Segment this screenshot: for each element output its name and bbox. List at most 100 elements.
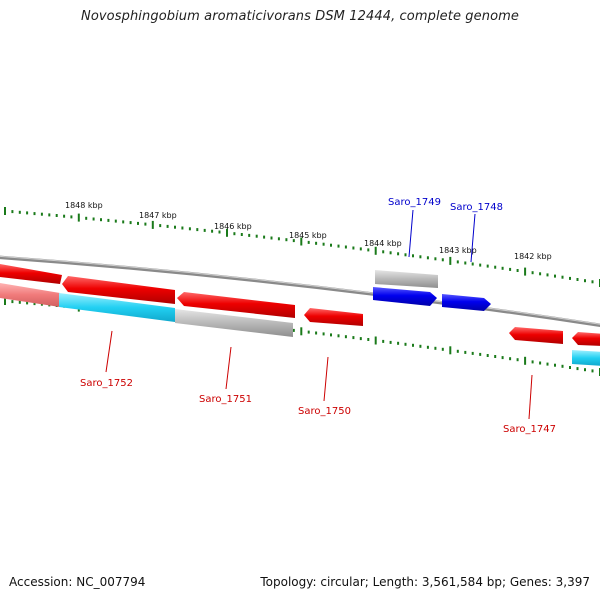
scale-minor-tick [486,264,489,268]
gene-arrow-red[interactable] [304,308,363,326]
scale-minor-tick [144,222,147,226]
scale-minor-tick [337,244,340,248]
scale-minor-tick [322,242,325,246]
scale-label: 1846 kbp [214,222,252,231]
scale-minor-tick [181,226,184,230]
scale-minor-tick [434,257,437,261]
gene-label[interactable]: Saro_1752 [80,378,133,389]
scale-minor-tick [441,258,444,262]
scale-ticks-upper [4,207,600,287]
scale-label: 1843 kbp [439,246,477,255]
leader-line [408,209,414,258]
scale-minor-tick [561,364,564,368]
scale-minor-tick [55,214,58,217]
scale-minor-tick [203,228,206,232]
scale-minor-tick [248,233,251,237]
scale-minor-tick [137,221,139,225]
gene-arrow-red[interactable] [0,264,62,284]
gene-label[interactable]: Saro_1748 [450,202,503,213]
scale-minor-tick [359,247,362,251]
scale-minor-tick [11,300,14,304]
scale-major-tick [374,246,377,255]
scale-minor-tick [569,366,571,369]
scale-minor-tick [367,248,370,252]
scale-minor-tick [554,363,556,367]
scale-minor-tick [211,229,214,233]
scale-minor-tick [471,262,474,266]
scale-minor-tick [501,266,504,270]
scale-minor-tick [330,333,332,337]
scale-minor-tick [456,349,459,353]
scale-label: 1842 kbp [514,252,552,261]
scale-minor-tick [464,261,467,265]
scale-minor-tick [40,212,43,216]
scale-minor-tick [307,240,310,244]
scale-minor-tick [501,356,504,360]
scale-minor-tick [389,340,392,344]
scale-minor-tick [240,233,243,236]
scale-minor-tick [554,274,556,278]
leader-line [470,213,476,263]
scale-minor-tick [122,220,125,224]
scale-minor-tick [330,243,332,247]
scale-major-tick [226,228,228,237]
scale-major-tick [300,237,303,246]
scale-minor-tick [412,254,414,258]
genome-summary-text: Topology: circular; Length: 3,561,584 bp… [260,575,590,589]
scale-minor-tick [576,278,579,281]
scale-minor-tick [382,339,385,343]
scale-minor-tick [516,358,519,362]
scale-minor-tick [576,367,579,371]
scale-minor-tick [307,330,310,334]
scale-minor-tick [516,269,519,272]
gene-label[interactable]: Saro_1750 [298,406,351,417]
scale-minor-tick [11,210,14,214]
scale-minor-tick [174,225,176,229]
scale-minor-tick [100,218,102,222]
scale-minor-tick [18,210,21,214]
scale-minor-tick [107,218,110,222]
scale-minor-tick [33,302,36,306]
scale-minor-tick [48,213,51,217]
scale-minor-tick [344,245,347,249]
leader-line [528,374,533,420]
scale-label: 1845 kbp [289,231,327,240]
gene-arrow-cyan[interactable] [59,293,175,322]
gene-arrow-red[interactable] [62,276,175,304]
gene-arrow-blue[interactable] [442,294,491,311]
scale-minor-tick [539,361,542,365]
scale-minor-tick [344,335,347,339]
gene-arrow-cyan[interactable] [572,350,600,366]
scale-minor-tick [263,235,266,239]
scale-label: 1844 kbp [364,239,402,248]
scale-minor-tick [196,228,199,232]
scale-major-tick [77,213,80,222]
scale-minor-tick [479,352,482,356]
gene-arrow-blue[interactable] [373,287,437,306]
scale-minor-tick [426,345,429,349]
genome-backbone-highlight [0,255,600,325]
gene-arrow-red[interactable] [177,292,295,318]
scale-minor-tick [26,301,29,305]
gene-arrow-red[interactable] [509,327,563,344]
scale-minor-tick [464,350,467,354]
gene-arrow-gray[interactable] [375,270,438,288]
gene-label[interactable]: Saro_1751 [199,394,252,405]
scale-minor-tick [494,265,497,269]
gene-arrow-red[interactable] [572,332,600,346]
gene-arrow-pink[interactable] [0,283,60,307]
scale-major-tick [374,336,377,345]
scale-minor-tick [584,279,586,283]
scale-minor-tick [292,239,295,243]
gene-arrow-gray[interactable] [175,309,293,337]
scale-minor-tick [419,255,422,259]
scale-minor-tick [397,252,400,256]
scale-minor-tick [159,224,162,228]
scale-minor-tick [129,221,132,225]
scale-minor-tick [85,216,88,220]
scale-minor-tick [591,280,594,284]
gene-label[interactable]: Saro_1747 [503,424,556,435]
gene-label[interactable]: Saro_1749 [388,197,441,208]
leader-line [225,346,232,390]
